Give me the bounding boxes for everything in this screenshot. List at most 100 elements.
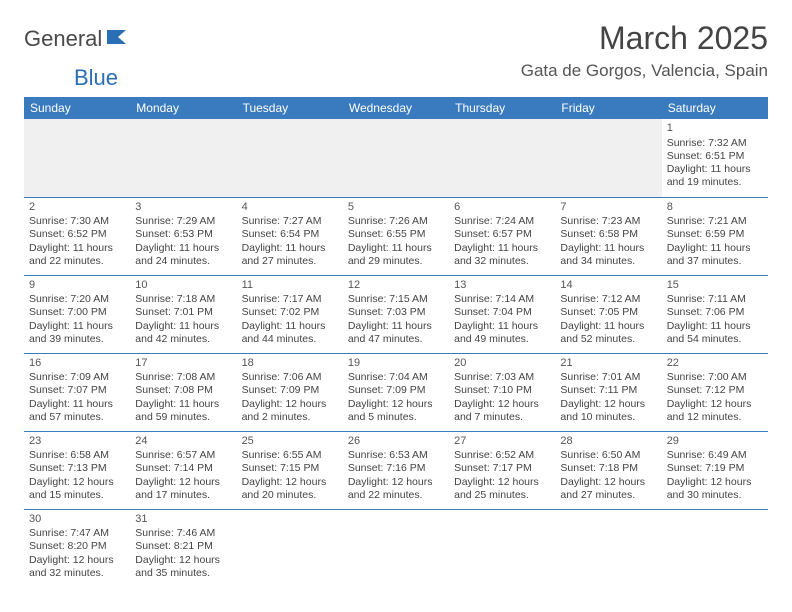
day-number: 5 bbox=[348, 201, 444, 215]
daylight-text: Daylight: 11 hours and 59 minutes. bbox=[135, 398, 231, 424]
sunset-text: Sunset: 6:51 PM bbox=[667, 150, 763, 163]
calendar-cell bbox=[237, 119, 343, 197]
calendar-cell: 13Sunrise: 7:14 AMSunset: 7:04 PMDayligh… bbox=[449, 275, 555, 353]
sunrise-text: Sunrise: 7:27 AM bbox=[242, 215, 338, 228]
calendar-cell bbox=[555, 509, 661, 587]
daylight-text: Daylight: 12 hours and 12 minutes. bbox=[667, 398, 763, 424]
sunset-text: Sunset: 6:55 PM bbox=[348, 228, 444, 241]
calendar-cell: 12Sunrise: 7:15 AMSunset: 7:03 PMDayligh… bbox=[343, 275, 449, 353]
calendar-cell: 29Sunrise: 6:49 AMSunset: 7:19 PMDayligh… bbox=[662, 431, 768, 509]
sunrise-text: Sunrise: 7:06 AM bbox=[242, 371, 338, 384]
daylight-text: Daylight: 12 hours and 22 minutes. bbox=[348, 476, 444, 502]
calendar-cell: 21Sunrise: 7:01 AMSunset: 7:11 PMDayligh… bbox=[555, 353, 661, 431]
calendar-cell: 4Sunrise: 7:27 AMSunset: 6:54 PMDaylight… bbox=[237, 197, 343, 275]
sunset-text: Sunset: 7:00 PM bbox=[29, 306, 125, 319]
dayname-mon: Monday bbox=[130, 97, 236, 119]
sunrise-text: Sunrise: 7:18 AM bbox=[135, 293, 231, 306]
sunset-text: Sunset: 7:14 PM bbox=[135, 462, 231, 475]
sunrise-text: Sunrise: 6:57 AM bbox=[135, 449, 231, 462]
sunrise-text: Sunrise: 7:32 AM bbox=[667, 137, 763, 150]
calendar-cell bbox=[662, 509, 768, 587]
calendar-cell: 5Sunrise: 7:26 AMSunset: 6:55 PMDaylight… bbox=[343, 197, 449, 275]
sunset-text: Sunset: 7:08 PM bbox=[135, 384, 231, 397]
daylight-text: Daylight: 11 hours and 44 minutes. bbox=[242, 320, 338, 346]
calendar-cell: 28Sunrise: 6:50 AMSunset: 7:18 PMDayligh… bbox=[555, 431, 661, 509]
sunset-text: Sunset: 7:07 PM bbox=[29, 384, 125, 397]
calendar-row: 30Sunrise: 7:47 AMSunset: 8:20 PMDayligh… bbox=[24, 509, 768, 587]
calendar-cell: 3Sunrise: 7:29 AMSunset: 6:53 PMDaylight… bbox=[130, 197, 236, 275]
calendar-cell: 25Sunrise: 6:55 AMSunset: 7:15 PMDayligh… bbox=[237, 431, 343, 509]
sunset-text: Sunset: 7:02 PM bbox=[242, 306, 338, 319]
calendar-cell: 7Sunrise: 7:23 AMSunset: 6:58 PMDaylight… bbox=[555, 197, 661, 275]
day-number: 8 bbox=[667, 201, 763, 215]
sunset-text: Sunset: 7:09 PM bbox=[348, 384, 444, 397]
daylight-text: Daylight: 12 hours and 32 minutes. bbox=[29, 554, 125, 580]
sunrise-text: Sunrise: 6:53 AM bbox=[348, 449, 444, 462]
sunrise-text: Sunrise: 7:30 AM bbox=[29, 215, 125, 228]
logo: General bbox=[24, 26, 134, 52]
day-number: 27 bbox=[454, 435, 550, 449]
sunset-text: Sunset: 7:09 PM bbox=[242, 384, 338, 397]
daylight-text: Daylight: 11 hours and 47 minutes. bbox=[348, 320, 444, 346]
sunset-text: Sunset: 7:10 PM bbox=[454, 384, 550, 397]
daylight-text: Daylight: 11 hours and 24 minutes. bbox=[135, 242, 231, 268]
sunrise-text: Sunrise: 7:23 AM bbox=[560, 215, 656, 228]
calendar-cell: 17Sunrise: 7:08 AMSunset: 7:08 PMDayligh… bbox=[130, 353, 236, 431]
daylight-text: Daylight: 11 hours and 32 minutes. bbox=[454, 242, 550, 268]
day-number: 14 bbox=[560, 279, 656, 293]
calendar-cell bbox=[449, 119, 555, 197]
daylight-text: Daylight: 12 hours and 15 minutes. bbox=[29, 476, 125, 502]
sunrise-text: Sunrise: 7:20 AM bbox=[29, 293, 125, 306]
sunset-text: Sunset: 7:17 PM bbox=[454, 462, 550, 475]
calendar-cell: 26Sunrise: 6:53 AMSunset: 7:16 PMDayligh… bbox=[343, 431, 449, 509]
sunrise-text: Sunrise: 7:47 AM bbox=[29, 527, 125, 540]
day-number: 21 bbox=[560, 357, 656, 371]
sunrise-text: Sunrise: 7:26 AM bbox=[348, 215, 444, 228]
daylight-text: Daylight: 11 hours and 52 minutes. bbox=[560, 320, 656, 346]
calendar-cell bbox=[24, 119, 130, 197]
logo-text-blue: Blue bbox=[74, 65, 118, 90]
daylight-text: Daylight: 12 hours and 27 minutes. bbox=[560, 476, 656, 502]
sunset-text: Sunset: 7:12 PM bbox=[667, 384, 763, 397]
day-number: 16 bbox=[29, 357, 125, 371]
sunset-text: Sunset: 7:13 PM bbox=[29, 462, 125, 475]
daylight-text: Daylight: 11 hours and 19 minutes. bbox=[667, 163, 763, 189]
sunrise-text: Sunrise: 6:58 AM bbox=[29, 449, 125, 462]
calendar-cell: 11Sunrise: 7:17 AMSunset: 7:02 PMDayligh… bbox=[237, 275, 343, 353]
day-number: 7 bbox=[560, 201, 656, 215]
dayname-row: Sunday Monday Tuesday Wednesday Thursday… bbox=[24, 97, 768, 119]
calendar-cell: 18Sunrise: 7:06 AMSunset: 7:09 PMDayligh… bbox=[237, 353, 343, 431]
sunrise-text: Sunrise: 7:08 AM bbox=[135, 371, 231, 384]
sunrise-text: Sunrise: 7:17 AM bbox=[242, 293, 338, 306]
calendar-cell bbox=[343, 509, 449, 587]
daylight-text: Daylight: 12 hours and 10 minutes. bbox=[560, 398, 656, 424]
sunset-text: Sunset: 7:16 PM bbox=[348, 462, 444, 475]
daylight-text: Daylight: 12 hours and 35 minutes. bbox=[135, 554, 231, 580]
sunset-text: Sunset: 8:20 PM bbox=[29, 540, 125, 553]
sunrise-text: Sunrise: 7:15 AM bbox=[348, 293, 444, 306]
daylight-text: Daylight: 11 hours and 39 minutes. bbox=[29, 320, 125, 346]
day-number: 11 bbox=[242, 279, 338, 293]
dayname-thu: Thursday bbox=[449, 97, 555, 119]
sunrise-text: Sunrise: 7:00 AM bbox=[667, 371, 763, 384]
sunrise-text: Sunrise: 6:49 AM bbox=[667, 449, 763, 462]
daylight-text: Daylight: 11 hours and 34 minutes. bbox=[560, 242, 656, 268]
sunset-text: Sunset: 7:03 PM bbox=[348, 306, 444, 319]
calendar-row: 2Sunrise: 7:30 AMSunset: 6:52 PMDaylight… bbox=[24, 197, 768, 275]
sunset-text: Sunset: 6:57 PM bbox=[454, 228, 550, 241]
sunset-text: Sunset: 7:05 PM bbox=[560, 306, 656, 319]
sunrise-text: Sunrise: 6:52 AM bbox=[454, 449, 550, 462]
calendar-cell: 1Sunrise: 7:32 AMSunset: 6:51 PMDaylight… bbox=[662, 119, 768, 197]
day-number: 29 bbox=[667, 435, 763, 449]
calendar-row: 9Sunrise: 7:20 AMSunset: 7:00 PMDaylight… bbox=[24, 275, 768, 353]
sunset-text: Sunset: 7:04 PM bbox=[454, 306, 550, 319]
sunset-text: Sunset: 6:53 PM bbox=[135, 228, 231, 241]
calendar-cell: 14Sunrise: 7:12 AMSunset: 7:05 PMDayligh… bbox=[555, 275, 661, 353]
sunrise-text: Sunrise: 7:24 AM bbox=[454, 215, 550, 228]
calendar-cell: 15Sunrise: 7:11 AMSunset: 7:06 PMDayligh… bbox=[662, 275, 768, 353]
logo-text-general: General bbox=[24, 26, 102, 52]
daylight-text: Daylight: 12 hours and 20 minutes. bbox=[242, 476, 338, 502]
day-number: 28 bbox=[560, 435, 656, 449]
calendar-cell: 8Sunrise: 7:21 AMSunset: 6:59 PMDaylight… bbox=[662, 197, 768, 275]
day-number: 24 bbox=[135, 435, 231, 449]
